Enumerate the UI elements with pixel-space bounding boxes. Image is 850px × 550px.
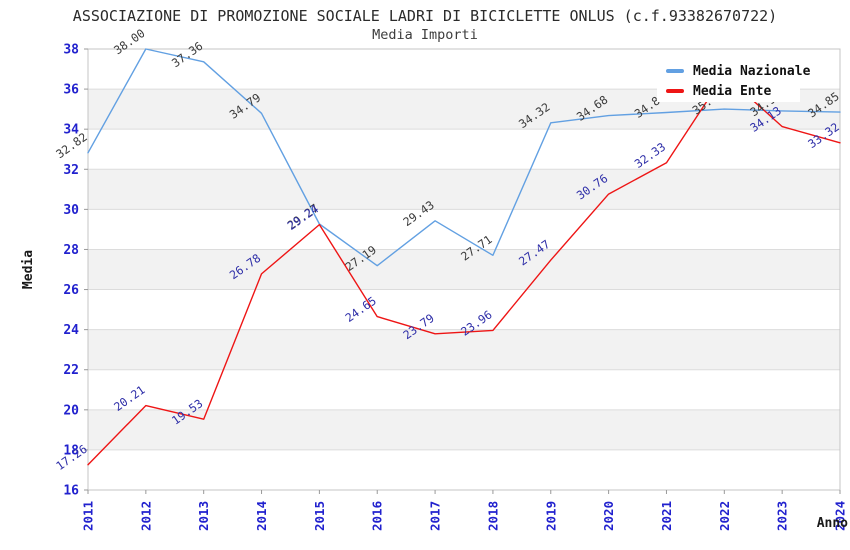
x-tick-label: 2024 [833,501,848,531]
y-tick-label: 36 [63,83,79,98]
point-label-1: 24.65 [343,294,379,325]
x-tick-label: 2014 [254,501,269,531]
grid-band [88,329,840,370]
x-tick-label: 2013 [196,501,211,531]
y-tick-label: 38 [63,43,79,58]
y-tick-label: 30 [63,203,79,218]
y-axis-label: Media [21,250,36,289]
x-tick-label: 2017 [428,501,443,531]
grid-band [88,249,840,290]
y-tick-label: 22 [63,363,79,378]
x-tick-label: 2012 [138,501,153,531]
x-tick-label: 2020 [601,501,616,531]
grid-band [88,409,840,450]
chart-title: ASSOCIAZIONE DI PROMOZIONE SOCIALE LADRI… [72,7,778,25]
legend: Media Nazionale Media Ente [657,54,810,102]
legend-label-media-ente: Media Ente [693,83,772,99]
y-tick-label: 26 [63,283,79,298]
y-tick-label: 28 [63,243,79,258]
x-axis-label: Anno [817,516,848,531]
legend-item-media-ente: Media Ente [666,81,800,101]
y-tick-label: 32 [63,163,79,178]
x-tick-label: 2015 [312,501,327,531]
legend-label-media-nazionale: Media Nazionale [693,63,811,79]
x-tick-label: 2023 [775,501,790,531]
series-line-0 [87,48,841,267]
x-tick-label: 2022 [717,501,732,531]
x-tick-label: 2016 [370,501,385,531]
blue-line-swatch-icon [666,69,684,73]
y-tick-label: 34 [63,123,79,138]
red-line-swatch-icon [666,89,684,93]
y-tick-label: 24 [63,323,79,338]
point-label-0: 37.36 [169,39,205,70]
grid-band [88,169,840,210]
x-tick-label: 2019 [543,501,558,531]
x-tick-label: 2018 [485,501,500,531]
y-tick-label: 20 [63,403,79,418]
point-label-0: 38.00 [111,26,147,57]
y-tick-label: 18 [63,443,79,458]
x-tick-label: 2011 [81,501,96,531]
y-tick-label: 16 [63,484,79,499]
legend-item-media-nazionale: Media Nazionale [666,61,810,81]
chart-subtitle: Media Importi [372,27,478,43]
x-tick-label: 2021 [659,501,674,531]
point-label-1: 32.33 [632,140,668,171]
plot-border [87,48,841,491]
